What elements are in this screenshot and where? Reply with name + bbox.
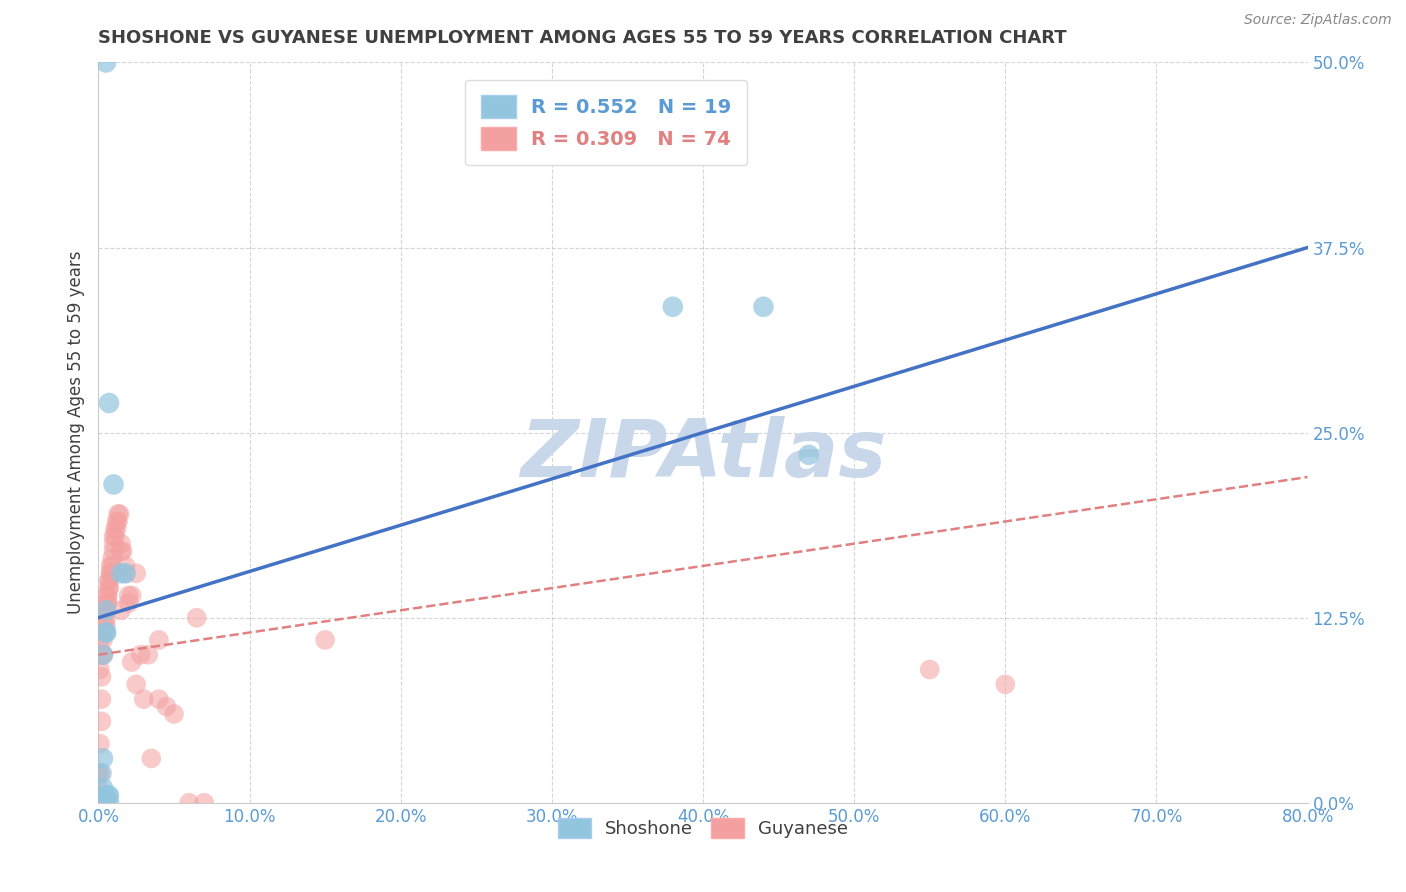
Point [101,558,124,573]
Point [96,596,118,610]
Point [797,448,820,462]
Point [87,796,110,810]
Point [129,648,152,662]
Point [100,566,122,581]
Point [193,796,215,810]
Point [98,581,121,595]
Point [114,566,136,581]
Text: Source: ZipAtlas.com: Source: ZipAtlas.com [1244,13,1392,28]
Point [110,566,132,581]
Point [98,581,121,595]
Point [100,558,122,573]
Point [90,766,112,780]
Point [96,589,118,603]
Point [110,536,132,550]
Point [93,618,115,632]
Point [136,648,159,662]
Point [118,596,141,610]
Point [94,55,117,70]
Point [98,574,121,588]
Point [918,663,941,677]
Legend: Shoshone, Guyanese: Shoshone, Guyanese [551,810,855,846]
Point [91,648,114,662]
Point [89,663,111,677]
Point [87,796,110,810]
Point [87,766,110,780]
Point [94,610,117,624]
Point [98,396,121,410]
Point [121,589,143,603]
Point [101,551,124,566]
Point [87,796,110,810]
Point [105,522,128,536]
Point [98,789,121,803]
Point [94,625,117,640]
Point [94,603,117,617]
Point [104,529,127,543]
Point [141,751,163,765]
Point [98,796,121,810]
Point [163,706,186,721]
Point [661,300,683,314]
Point [752,300,775,314]
Point [105,515,128,529]
Text: SHOSHONE VS GUYANESE UNEMPLOYMENT AMONG AGES 55 TO 59 YEARS CORRELATION CHART: SHOSHONE VS GUYANESE UNEMPLOYMENT AMONG … [98,29,1067,47]
Point [96,789,118,803]
Point [103,544,125,558]
Point [91,648,114,662]
Point [91,751,114,765]
Point [110,603,132,617]
Point [107,515,129,529]
Point [96,589,118,603]
Point [91,780,114,795]
Point [114,558,136,573]
Point [100,566,122,581]
Point [94,625,117,640]
Point [87,603,110,617]
Point [132,692,155,706]
Point [93,789,115,803]
Point [125,566,148,581]
Point [90,692,112,706]
Point [93,625,115,640]
Point [89,632,111,647]
Point [98,574,121,588]
Point [103,529,125,543]
Point [994,677,1017,691]
Point [118,589,141,603]
Point [114,566,136,581]
Text: ZIPAtlas: ZIPAtlas [520,416,886,494]
Point [89,737,111,751]
Point [103,536,125,550]
Point [103,477,125,491]
Point [94,618,117,632]
Point [89,766,111,780]
Point [314,632,336,647]
Point [107,507,129,521]
Point [110,544,132,558]
Point [148,692,170,706]
Point [87,789,110,803]
Point [121,655,143,669]
Point [94,603,117,617]
Point [108,507,131,521]
Point [87,789,110,803]
Point [125,677,148,691]
Point [186,610,208,624]
Point [87,796,110,810]
Point [90,670,112,684]
Point [96,596,118,610]
Point [87,780,110,795]
Point [148,632,170,647]
Y-axis label: Unemployment Among Ages 55 to 59 years: Unemployment Among Ages 55 to 59 years [66,251,84,615]
Point [94,603,117,617]
Point [104,522,127,536]
Point [179,796,201,810]
Point [91,632,114,647]
Point [91,648,114,662]
Point [155,699,177,714]
Point [90,714,112,729]
Point [111,544,134,558]
